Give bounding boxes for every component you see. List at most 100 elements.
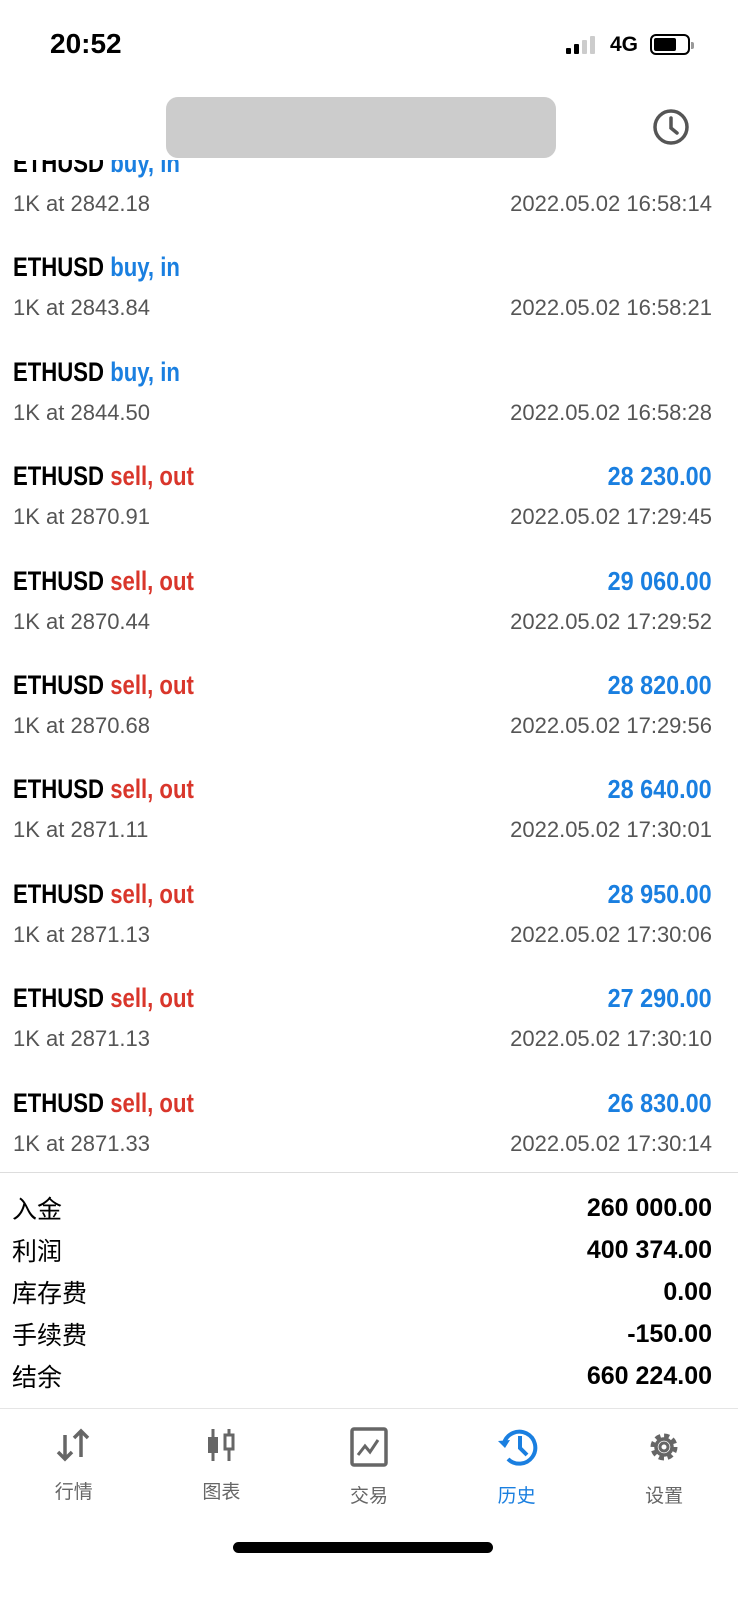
candlestick-chart-icon xyxy=(201,1427,241,1477)
battery-icon xyxy=(650,34,694,55)
deal-row[interactable]: ETHUSD sell, out 26 830.00 1K at 2871.33… xyxy=(0,1076,738,1172)
clock-icon[interactable] xyxy=(652,108,690,146)
deal-detail: 1K at 2870.44 xyxy=(13,608,151,634)
deal-detail: 1K at 2871.13 xyxy=(13,1026,151,1052)
deal-action: sell, out xyxy=(110,565,194,596)
deal-title: ETHUSD buy, in xyxy=(13,160,180,179)
status-time: 20:52 xyxy=(50,28,122,59)
deal-row[interactable]: ETHUSD buy, in 1K at 2843.84 2022.05.02 … xyxy=(0,240,738,344)
summary-value: 660 224.00 xyxy=(586,1361,712,1390)
tab-label: 历史 xyxy=(497,1486,536,1507)
deal-profit: 28 230.00 xyxy=(607,461,712,492)
summary-label: 库存费 xyxy=(12,1280,88,1308)
tab-trade-chart[interactable]: 交易 xyxy=(295,1409,443,1518)
deal-symbol: ETHUSD xyxy=(13,1087,105,1118)
deal-time: 2022.05.02 16:58:21 xyxy=(510,295,712,321)
tab-gear[interactable]: 设置 xyxy=(590,1409,738,1518)
deal-row[interactable]: ETHUSD sell, out 29 060.00 1K at 2870.44… xyxy=(0,554,738,658)
history-icon xyxy=(496,1427,538,1481)
deal-action: buy, in xyxy=(110,356,180,387)
deal-row[interactable]: ETHUSD sell, out 28 640.00 1K at 2871.11… xyxy=(0,762,738,866)
deal-action: buy, in xyxy=(110,160,180,178)
deal-action: sell, out xyxy=(110,774,194,805)
summary-value: -150.00 xyxy=(627,1319,712,1348)
deal-time: 2022.05.02 16:58:14 xyxy=(510,191,712,216)
deal-profit: 28 820.00 xyxy=(607,669,712,700)
deal-row[interactable]: ETHUSD buy, in 1K at 2842.18 2022.05.02 … xyxy=(0,160,738,240)
deal-title: ETHUSD sell, out xyxy=(13,461,194,492)
deal-profit: 29 060.00 xyxy=(607,565,712,596)
trade-chart-icon xyxy=(349,1427,389,1481)
summary-value: 0.00 xyxy=(663,1277,712,1306)
summary-value: 260 000.00 xyxy=(586,1193,712,1222)
deals-list[interactable]: ETHUSD buy, in 1K at 2842.18 2022.05.02 … xyxy=(0,160,738,1172)
summary-panel: 入金 260 000.00 利润 400 374.00 库存费 0.00 手续费 -150.0… xyxy=(0,1172,738,1397)
tab-label: 行情 xyxy=(54,1482,93,1503)
deal-title: ETHUSD buy, in xyxy=(13,357,180,388)
summary-label: 手续费 xyxy=(12,1322,88,1350)
network-type: 4G xyxy=(610,33,639,56)
deal-symbol: ETHUSD xyxy=(13,878,105,909)
bottom-tab-bar: 行情 图表 交易 历史 设置 xyxy=(0,1408,738,1518)
deal-time: 2022.05.02 17:30:01 xyxy=(510,817,712,843)
tab-quotes-arrows[interactable]: 行情 xyxy=(0,1409,148,1518)
deal-action: sell, out xyxy=(110,878,194,909)
summary-label: 入金 xyxy=(12,1196,63,1224)
summary-row: 库存费 0.00 xyxy=(0,1271,738,1313)
deal-row[interactable]: ETHUSD sell, out 27 290.00 1K at 2871.13… xyxy=(0,971,738,1075)
deal-row[interactable]: ETHUSD sell, out 28 230.00 1K at 2870.91… xyxy=(0,449,738,553)
deal-symbol: ETHUSD xyxy=(13,669,105,700)
deal-time: 2022.05.02 17:30:06 xyxy=(510,921,712,947)
deal-title: ETHUSD sell, out xyxy=(13,774,194,805)
deal-profit: 28 950.00 xyxy=(607,878,712,909)
deal-detail: 1K at 2870.68 xyxy=(13,712,151,738)
tab-history[interactable]: 历史 xyxy=(443,1409,591,1518)
quotes-arrows-icon xyxy=(54,1427,94,1477)
tab-label: 图表 xyxy=(202,1482,241,1503)
deal-title: ETHUSD sell, out xyxy=(13,670,194,701)
summary-row: 结余 660 224.00 xyxy=(0,1355,738,1397)
deal-action: sell, out xyxy=(110,983,194,1014)
summary-row: 手续费 -150.00 xyxy=(0,1313,738,1355)
deal-time: 2022.05.02 17:30:10 xyxy=(510,1026,712,1052)
deal-time: 2022.05.02 17:29:45 xyxy=(510,504,712,530)
status-bar: 20:52 4G xyxy=(0,0,738,90)
deal-time: 2022.05.02 17:29:56 xyxy=(510,712,712,738)
deal-action: sell, out xyxy=(110,1087,194,1118)
summary-value: 400 374.00 xyxy=(586,1235,712,1264)
deal-title: ETHUSD sell, out xyxy=(13,879,194,910)
deal-detail: 1K at 2844.50 xyxy=(13,399,151,425)
home-indicator xyxy=(233,1542,493,1553)
deal-title: ETHUSD sell, out xyxy=(13,983,194,1014)
deal-profit: 27 290.00 xyxy=(607,983,712,1014)
deal-row[interactable]: ETHUSD sell, out 28 950.00 1K at 2871.13… xyxy=(0,867,738,971)
deal-symbol: ETHUSD xyxy=(13,356,105,387)
tab-candlestick-chart[interactable]: 图表 xyxy=(148,1409,296,1518)
deal-detail: 1K at 2842.18 xyxy=(13,191,151,216)
summary-label: 结余 xyxy=(12,1364,63,1392)
deal-row[interactable]: ETHUSD sell, out 28 820.00 1K at 2870.68… xyxy=(0,658,738,762)
gear-icon xyxy=(644,1427,684,1481)
deal-symbol: ETHUSD xyxy=(13,774,105,805)
deal-title: ETHUSD sell, out xyxy=(13,1088,194,1119)
summary-row: 利润 400 374.00 xyxy=(0,1229,738,1271)
deal-detail: 1K at 2871.11 xyxy=(13,817,149,843)
deal-time: 2022.05.02 17:29:52 xyxy=(510,608,712,634)
deal-symbol: ETHUSD xyxy=(13,461,105,492)
deal-action: sell, out xyxy=(110,461,194,492)
deal-symbol: ETHUSD xyxy=(13,252,105,283)
deal-profit: 28 640.00 xyxy=(607,774,712,805)
deal-symbol: ETHUSD xyxy=(13,565,105,596)
deal-title: ETHUSD buy, in xyxy=(13,252,180,283)
deal-detail: 1K at 2843.84 xyxy=(13,295,151,321)
deal-detail: 1K at 2870.91 xyxy=(13,504,151,530)
deal-time: 2022.05.02 16:58:28 xyxy=(510,399,712,425)
summary-row: 入金 260 000.00 xyxy=(0,1187,738,1229)
deal-row[interactable]: ETHUSD buy, in 1K at 2844.50 2022.05.02 … xyxy=(0,345,738,449)
deal-detail: 1K at 2871.13 xyxy=(13,921,151,947)
deal-profit: 26 830.00 xyxy=(607,1087,712,1118)
deal-detail: 1K at 2871.33 xyxy=(13,1130,151,1156)
deal-time: 2022.05.02 17:30:14 xyxy=(510,1130,712,1156)
deal-title: ETHUSD sell, out xyxy=(13,566,194,597)
deal-action: sell, out xyxy=(110,669,194,700)
